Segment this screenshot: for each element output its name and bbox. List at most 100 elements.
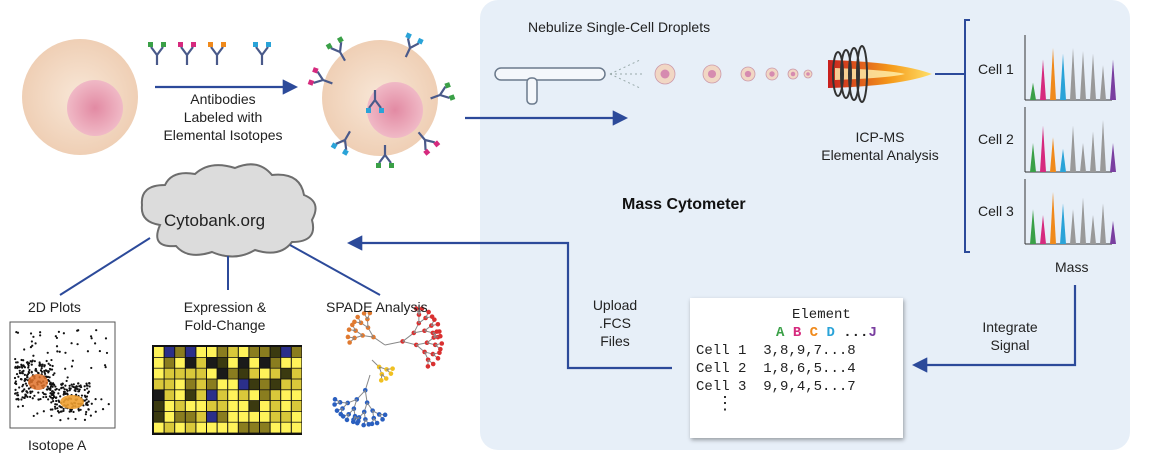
- heatmap-cell: [238, 379, 249, 390]
- heatmap-cell: [238, 368, 249, 379]
- spade-edge: [402, 340, 417, 346]
- scatter-point: [58, 388, 61, 391]
- cell-1-label: Cell 1: [978, 61, 1014, 77]
- scatter-point: [56, 350, 59, 353]
- spade-node: [338, 411, 344, 417]
- scatter-point: [21, 396, 24, 399]
- scatter-point: [14, 382, 17, 385]
- scatter-point: [103, 364, 107, 367]
- scatter-point: [85, 382, 88, 385]
- scatter-point: [39, 334, 42, 337]
- scatter-point: [29, 346, 33, 349]
- droplet-core: [660, 69, 670, 79]
- scatter-point: [76, 343, 79, 346]
- scatter-point: [104, 366, 107, 369]
- heatmap-cell: [281, 411, 291, 422]
- spectra-bracket: [935, 19, 970, 253]
- spectrum-peak: [1100, 119, 1106, 172]
- heatmap-cell: [217, 368, 228, 379]
- scatter-point: [28, 368, 31, 372]
- spade-node: [361, 422, 366, 428]
- heatmap-cell: [175, 422, 185, 433]
- spectrum-peak: [1110, 220, 1116, 244]
- scatter-point: [58, 350, 61, 353]
- scatter-point: [55, 403, 59, 406]
- heatmap-cell: [207, 347, 217, 357]
- spade-node: [356, 418, 361, 424]
- antibody-icon: [253, 42, 271, 65]
- scatter-point: [86, 387, 89, 390]
- scatter-point: [29, 332, 33, 335]
- scatter-point: [72, 383, 75, 386]
- heatmap-cell: [270, 411, 281, 422]
- heatmap-cell: [196, 390, 206, 401]
- scatter-point: [32, 354, 35, 357]
- droplets: [654, 63, 813, 85]
- scatter-point: [27, 364, 30, 367]
- spade-node: [426, 309, 431, 315]
- scatter-point: [49, 368, 52, 371]
- spade-node: [344, 417, 350, 423]
- cell-2-label: Cell 2: [978, 131, 1014, 147]
- heatmap-cell: [164, 390, 175, 401]
- scatter-point: [53, 405, 57, 408]
- heatmap-cell: [238, 390, 249, 401]
- scatter-point: [86, 350, 90, 353]
- heatmap-cell: [249, 379, 259, 390]
- fcs-data-panel: Element A B C D ...J Cell 1 3,8,9,7...8 …: [690, 298, 903, 438]
- scatter-point: [20, 358, 23, 362]
- antibodies-label: Antibodies Labeled with Elemental Isotop…: [163, 91, 283, 143]
- scatter-point: [21, 372, 24, 375]
- heatmap-cell: [154, 379, 164, 390]
- spectrum-peak: [1100, 65, 1106, 100]
- spade-node: [366, 422, 372, 427]
- spade-node: [380, 417, 385, 422]
- scatter-point: [86, 391, 90, 394]
- spectrum-peak: [1050, 47, 1056, 100]
- mass-axis-label: Mass: [1055, 259, 1089, 275]
- scatter-point: [23, 373, 26, 376]
- scatter-point: [79, 408, 82, 411]
- scatter-point: [89, 335, 93, 338]
- heatmap-cell: [185, 411, 196, 422]
- isotope-a-label: Isotope A: [28, 437, 87, 453]
- scatter-point: [55, 387, 58, 391]
- spectrum-peak: [1060, 148, 1066, 172]
- antibody-icons: [148, 42, 271, 65]
- heatmap-cell: [154, 368, 164, 379]
- spade-node: [390, 366, 395, 371]
- heatmap-cell: [281, 357, 291, 368]
- scatter-point: [23, 348, 26, 351]
- scatter-point: [36, 371, 40, 374]
- antibody-icon: [366, 90, 384, 113]
- heatmap-cell: [207, 368, 217, 379]
- spectrum-peak: [1060, 203, 1066, 244]
- scatter-point: [39, 369, 43, 372]
- spade-node: [374, 420, 380, 426]
- icpms-label: ICP-MS Elemental Analysis: [821, 129, 939, 163]
- scatter-point: [49, 386, 52, 390]
- scatter-point: [101, 408, 105, 411]
- spade-node: [378, 378, 384, 383]
- spade-node: [425, 364, 431, 369]
- scatter-point: [50, 401, 53, 404]
- scatter-point: [14, 388, 17, 391]
- scatter-point: [51, 382, 54, 386]
- scatter-point: [59, 395, 62, 398]
- scatter-point: [72, 410, 75, 414]
- scatter-point: [29, 360, 32, 363]
- scatter-point: [60, 410, 63, 413]
- scatter-point: [39, 331, 42, 334]
- scatter-point: [22, 359, 25, 362]
- upload-label: Upload .FCS Files: [592, 297, 638, 349]
- scatter-point: [87, 408, 90, 411]
- scatter-point: [100, 398, 103, 401]
- scatter-point: [53, 383, 56, 387]
- heatmap-cell: [185, 422, 196, 433]
- heatmap-cell: [281, 401, 291, 411]
- heatmap-cell: [260, 357, 270, 368]
- heatmap-cell: [196, 379, 206, 390]
- heatmap-cell: [281, 379, 291, 390]
- scatter-point: [55, 336, 59, 340]
- scatter-point: [24, 393, 27, 396]
